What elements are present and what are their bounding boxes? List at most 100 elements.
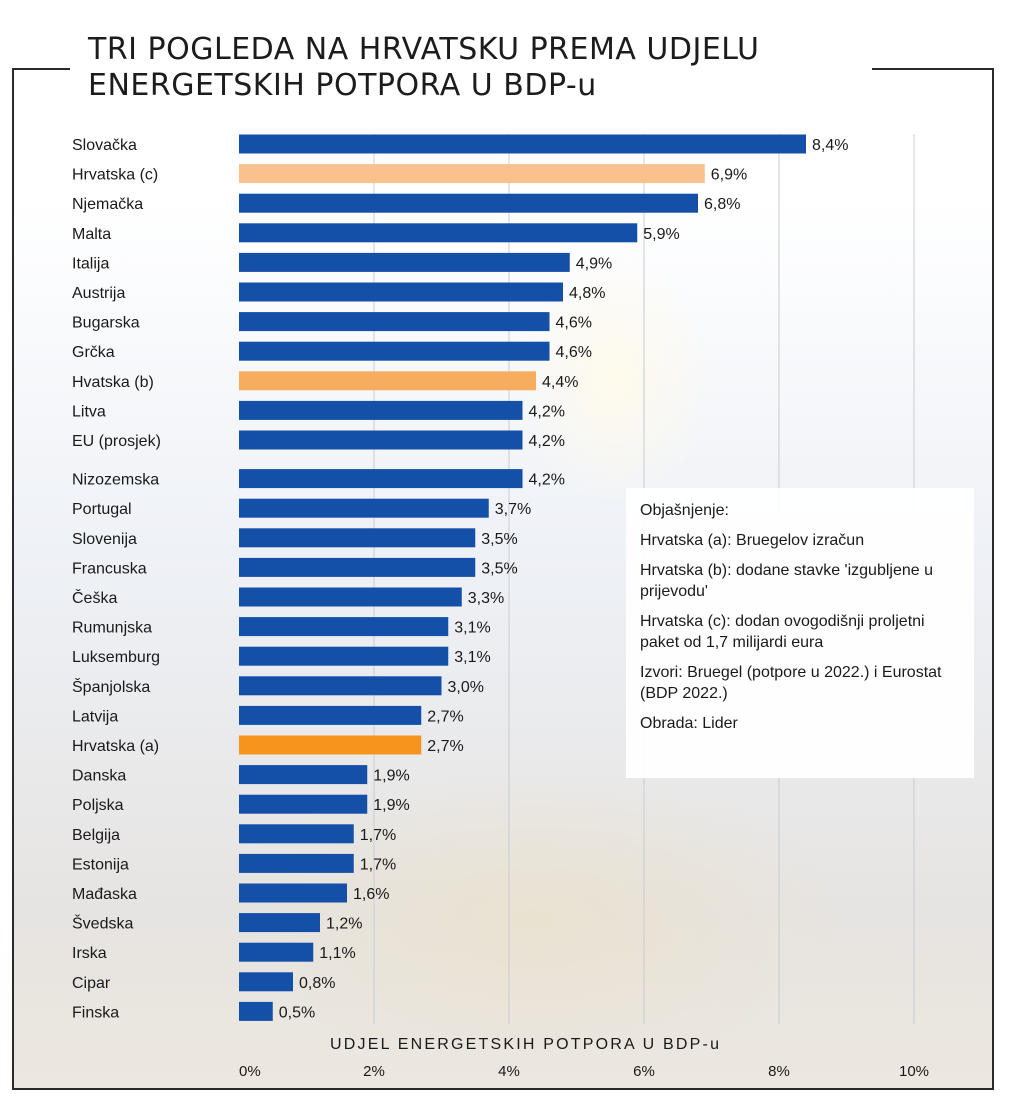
bar [239,853,354,873]
category-label: Litva [72,403,106,420]
bar [239,528,476,548]
x-tick-label: 10% [899,1063,929,1080]
frame-border-left [12,68,14,1090]
value-label: 2,7% [427,708,463,725]
x-tick-label: 8% [768,1063,790,1080]
bar [239,705,422,725]
value-label: 3,1% [454,620,490,637]
value-label: 3,3% [468,590,504,607]
bar [239,371,536,391]
frame-border-top-right [872,68,994,70]
bar [239,735,422,755]
bar [239,134,806,154]
bar [239,913,320,933]
value-label: 1,9% [373,768,409,785]
value-label: 4,9% [576,255,612,272]
bar [239,400,523,420]
category-label: Češka [72,588,117,607]
value-label: 0,5% [279,1004,315,1021]
x-tick-label: 0% [239,1063,261,1080]
category-label: Austrija [72,285,125,302]
category-label: Rumunjska [72,620,152,637]
bar [239,557,476,577]
value-label: 3,1% [454,649,490,666]
x-tick-label: 6% [633,1063,655,1080]
value-label: 5,9% [643,226,679,243]
bar [239,942,314,962]
legend-note-a: Hrvatska (a): Bruegelov izračun [640,532,865,549]
value-label: 3,5% [481,531,517,548]
legend-heading: Objašnjenje: [640,502,729,519]
category-label: Latvija [72,708,118,725]
value-label: 6,8% [704,196,740,213]
category-label: Slovačka [72,137,137,154]
value-label: 3,7% [495,501,531,518]
bar [239,824,354,844]
bar [239,430,523,450]
value-label: 2,7% [427,738,463,755]
category-label: Belgija [72,827,120,844]
value-label: 1,9% [373,797,409,814]
category-label: Hrvatska (c) [72,167,158,184]
value-label: 4,6% [556,344,592,361]
value-label: 1,1% [319,945,355,962]
value-label: 6,9% [711,167,747,184]
bar [239,252,570,272]
category-label: Poljska [72,797,124,814]
bar [239,883,347,903]
value-label: 4,2% [529,472,565,489]
legend-note-c: Hrvatska (c): dodan ovogodišnji proljetn… [640,613,925,651]
value-label: 1,7% [360,856,396,873]
bar [239,341,550,361]
legend-credit: Obrada: Lider [640,715,738,732]
category-label: Nizozemska [72,472,159,489]
category-label: Hvatska (b) [72,374,154,391]
category-label: Finska [72,1004,119,1021]
bar [239,765,368,785]
category-label: Španjolska [72,677,150,696]
value-label: 4,8% [569,285,605,302]
bar [239,646,449,666]
bar [239,1001,273,1021]
category-label: Irska [72,945,107,962]
category-label: Francuska [72,560,147,577]
category-label: Cipar [72,975,111,992]
value-label: 4,6% [556,315,592,332]
category-label: Bugarska [72,315,140,332]
category-label: Njemačka [72,196,143,213]
category-label: Danska [72,768,126,785]
bar [239,193,698,213]
bar [239,587,462,607]
value-label: 1,7% [360,827,396,844]
value-label: 1,6% [353,886,389,903]
category-label: Švedska [72,914,133,933]
legend-note-b: Hrvatska (b): dodane stavke 'izgubljene … [640,562,933,600]
bar [239,794,368,814]
bar [239,469,523,489]
frame-border-right [992,68,994,1090]
category-label: EU (prosjek) [72,433,161,450]
category-label: Malta [72,226,111,243]
value-label: 4,4% [542,374,578,391]
value-label: 0,8% [299,975,335,992]
value-label: 3,5% [481,560,517,577]
legend-box: Objašnjenje: Hrvatska (a): Bruegelov izr… [626,488,974,778]
bar [239,498,489,518]
bar [239,972,293,992]
chart-title: TRI POGLEDA NA HRVATSKU PREMA UDJELU ENE… [88,32,760,103]
value-label: 3,0% [448,679,484,696]
value-label: 8,4% [812,137,848,154]
category-label: Grčka [72,344,115,361]
bar [239,617,449,637]
x-tick-label: 4% [498,1063,520,1080]
frame-border-bottom [12,1088,994,1090]
bar [239,282,563,302]
x-axis-title: UDJEL ENERGETSKIH POTPORA U BDP-u [330,1036,721,1053]
value-label: 4,2% [529,403,565,420]
legend-sources: Izvori: Bruegel (potpore u 2022.) i Euro… [640,664,942,702]
category-label: Portugal [72,501,132,518]
x-tick-label: 2% [363,1063,385,1080]
bar [239,676,442,696]
category-label: Hrvatska (a) [72,738,159,755]
